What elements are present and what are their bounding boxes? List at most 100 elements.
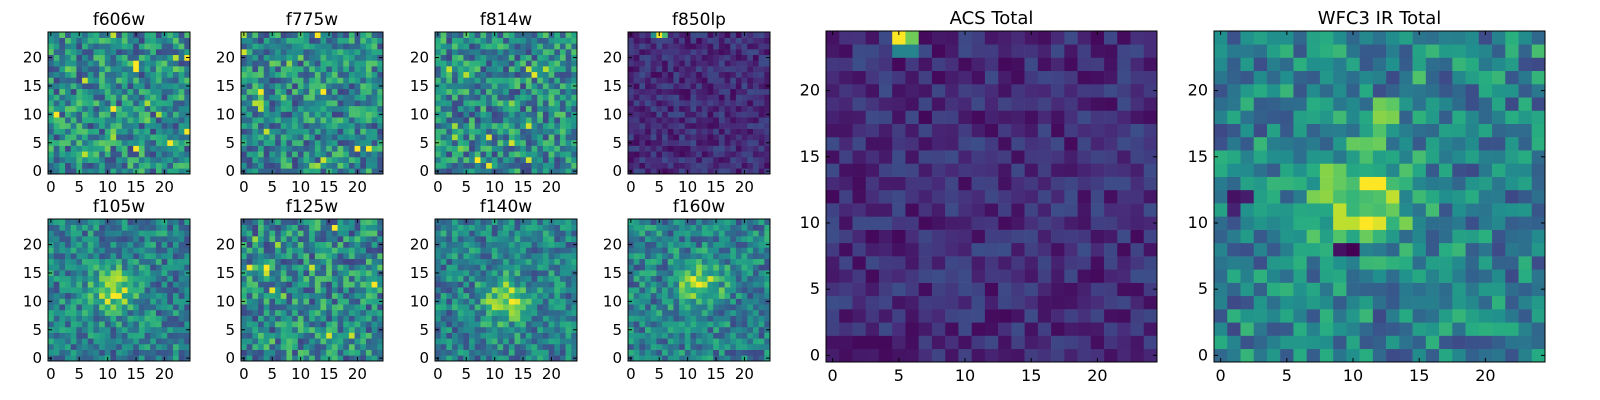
heatmap-cell (730, 338, 737, 345)
heatmap-cell (639, 287, 646, 294)
heatmap-cell (724, 355, 731, 362)
heatmap-cell (440, 111, 447, 118)
heatmap-cell (116, 287, 123, 294)
heatmap-cell (138, 83, 145, 90)
heatmap-cell (348, 122, 355, 129)
heatmap-cell (121, 275, 128, 282)
heatmap-cell (320, 343, 327, 350)
heatmap-cell (371, 241, 378, 248)
heatmap-cell (514, 309, 521, 316)
heatmap-cell (104, 94, 111, 101)
heatmap-cell (121, 332, 128, 339)
heatmap-cell (752, 60, 759, 67)
heatmap-cell (292, 349, 299, 356)
heatmap-cell (690, 343, 697, 350)
heatmap-cell (144, 253, 151, 260)
heatmap-cell (303, 168, 310, 175)
heatmap-cell (93, 77, 100, 84)
heatmap-cell (701, 326, 708, 333)
heatmap-cell (730, 88, 737, 95)
heatmap-cell (486, 162, 493, 169)
heatmap-cell (155, 139, 162, 146)
heatmap-cell (747, 122, 754, 129)
heatmap-cell (70, 122, 77, 129)
heatmap-cell (747, 88, 754, 95)
heatmap-cell (707, 83, 714, 90)
heatmap-cell (440, 94, 447, 101)
heatmap-cell (764, 315, 771, 322)
heatmap-cell (537, 168, 544, 175)
heatmap-cell (138, 94, 145, 101)
heatmap-cell (531, 43, 538, 50)
heatmap-cell (639, 139, 646, 146)
heatmap-cell (110, 281, 117, 288)
heatmap-cell (269, 162, 276, 169)
heatmap-cell (684, 309, 691, 316)
heatmap-cell (76, 100, 83, 107)
heatmap-cell (280, 32, 287, 38)
heatmap-cell (480, 117, 487, 124)
heatmap-cell (707, 122, 714, 129)
heatmap-cell (252, 105, 259, 112)
heatmap-cell (252, 88, 259, 95)
heatmap-cell (172, 71, 179, 78)
panel-title: f775w (286, 10, 338, 30)
heatmap-cell (713, 287, 720, 294)
heatmap-cell (713, 54, 720, 61)
heatmap-cell (565, 230, 572, 237)
heatmap-cell (178, 258, 185, 265)
heatmap-cell (76, 66, 83, 73)
heatmap-cell (167, 83, 174, 90)
heatmap-cell (365, 60, 372, 67)
heatmap-cell (53, 66, 60, 73)
heatmap-cell (161, 60, 168, 67)
heatmap-cell (246, 122, 253, 129)
heatmap-cell (93, 275, 100, 282)
heatmap-cell (684, 270, 691, 277)
heatmap-cell (343, 264, 350, 271)
heatmap-cell (542, 292, 549, 299)
heatmap-cell (144, 105, 151, 112)
heatmap-cell (474, 275, 481, 282)
heatmap-cell (93, 292, 100, 299)
heatmap-cell (718, 275, 725, 282)
heatmap-cell (735, 343, 742, 350)
heatmap-cell (480, 100, 487, 107)
heatmap-cell (48, 281, 54, 288)
heatmap-cell (656, 162, 663, 169)
heatmap-cell (764, 88, 771, 95)
heatmap-cell (104, 128, 111, 135)
heatmap-cell (292, 88, 299, 95)
heatmap-cell (503, 338, 510, 345)
heatmap-cell (297, 292, 304, 299)
heatmap-cell (292, 156, 299, 163)
heatmap-cell (446, 100, 453, 107)
heatmap-cell (241, 94, 247, 101)
heatmap-cell (343, 349, 350, 356)
heatmap-cell (76, 117, 83, 124)
heatmap-cell (348, 37, 355, 44)
heatmap-cell (474, 349, 481, 356)
heatmap-cell (520, 145, 527, 152)
heatmap-cell (377, 60, 384, 67)
heatmap-cell (263, 264, 270, 271)
heatmap-cell (150, 134, 157, 141)
heatmap-cell (764, 100, 771, 107)
heatmap-cell (741, 88, 748, 95)
heatmap-cell (354, 326, 361, 333)
heatmap-cell (724, 309, 731, 316)
heatmap-cell (446, 332, 453, 339)
heatmap-cell (275, 253, 282, 260)
heatmap-cell (684, 117, 691, 124)
heatmap-cell (758, 134, 765, 141)
heatmap-cell (752, 128, 759, 135)
heatmap-cell (650, 338, 657, 345)
heatmap-cell (514, 315, 521, 322)
heatmap-cell (53, 349, 60, 356)
heatmap-cell (178, 326, 185, 333)
heatmap-cell (127, 270, 134, 277)
heatmap-cell (747, 343, 754, 350)
axes-frame (434, 31, 578, 175)
heatmap-cell (645, 77, 652, 84)
heatmap-cell (161, 162, 168, 169)
